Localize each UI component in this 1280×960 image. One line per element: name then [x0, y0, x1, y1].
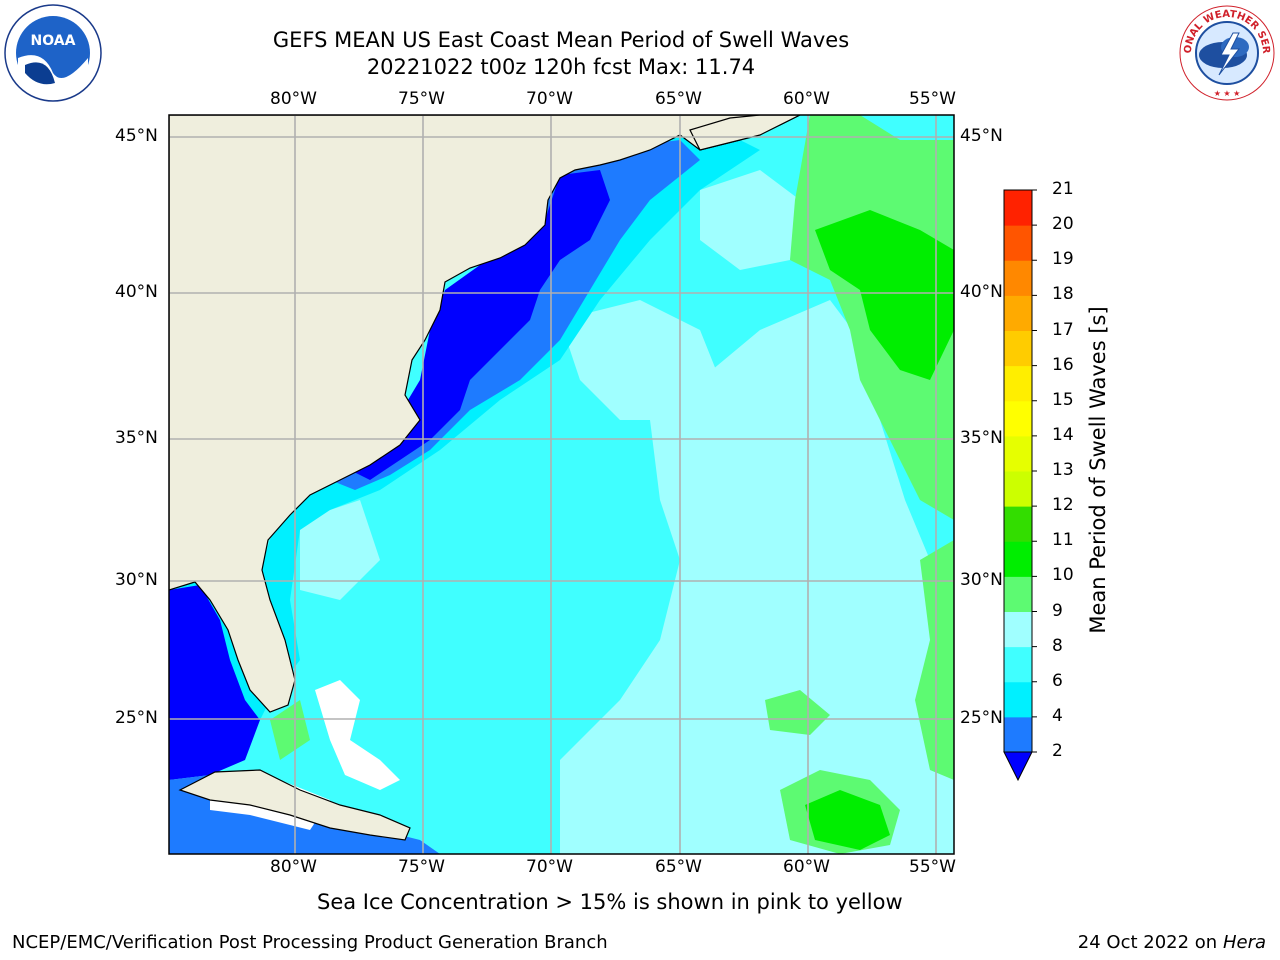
lat-label-left-25n: 25°N — [115, 708, 158, 728]
colorbar-segment — [1004, 330, 1032, 367]
lon-label-top-60w: 60°W — [783, 89, 830, 109]
colorbar-tick-label: 17 — [1052, 319, 1074, 340]
colorbar-tick-label: 14 — [1052, 424, 1074, 445]
lat-label-left-45n: 45°N — [115, 126, 158, 146]
colorbar-tick-label: 18 — [1052, 284, 1074, 305]
map-frame — [168, 114, 955, 855]
region-2-4-shelf — [350, 170, 610, 480]
colorbar-segment — [1004, 506, 1032, 542]
sea-ice-note: Sea Ice Concentration > 15% is shown in … — [317, 890, 903, 914]
colorbar-segment — [1004, 190, 1032, 226]
colorbar-tick-label: 16 — [1052, 354, 1074, 375]
region-2-4-gulf — [169, 585, 260, 780]
lon-label-top-55w: 55°W — [909, 89, 956, 109]
colorbar-tick-label: 2 — [1052, 741, 1063, 761]
colorbar-segment — [1004, 365, 1032, 402]
lat-label-left-30n: 30°N — [115, 570, 158, 590]
chart-subtitle: 20221022 t00z 120h fcst Max: 11.74 — [366, 55, 756, 79]
chart-title: GEFS MEAN US East Coast Mean Period of S… — [272, 28, 850, 52]
colorbar-tick-label: 9 — [1052, 600, 1063, 621]
nws-logo: NATIONAL WEATHER SERVICE ★ ★ ★ — [1173, 0, 1277, 103]
colorbar-segment — [1004, 541, 1032, 577]
colorbar-tick-label: 8 — [1052, 635, 1063, 656]
lat-label-right-30n: 30°N — [960, 570, 1003, 590]
issue-date: 24 Oct 2022 on Hera — [1078, 932, 1266, 953]
colorbar-title: Mean Period of Swell Waves [s] — [1086, 306, 1110, 634]
lat-label-right-40n: 40°N — [960, 282, 1003, 302]
bahamas-banks — [315, 680, 400, 790]
colorbar-segment — [1004, 471, 1032, 507]
colorbar-segment — [1004, 225, 1032, 261]
region-11-12-se — [805, 790, 890, 850]
lat-label-right-35n: 35°N — [960, 428, 1003, 448]
colorbar-tick-label: 4 — [1052, 705, 1063, 726]
colorbar-segment — [1004, 681, 1032, 718]
lon-label-top-65w: 65°W — [655, 89, 702, 109]
graticule — [169, 115, 954, 854]
issue-machine: Hera — [1222, 932, 1266, 953]
lon-label-top-70w: 70°W — [526, 89, 573, 109]
lon-label-top-80w: 80°W — [270, 89, 317, 109]
lon-label-bottom-80w: 80°W — [270, 857, 317, 877]
credit-text: NCEP/EMC/Verification Post Processing Pr… — [12, 932, 608, 953]
lon-label-bottom-70w: 70°W — [526, 857, 573, 877]
issue-date-text: 24 Oct 2022 on — [1077, 932, 1223, 953]
colorbar-segment — [1004, 576, 1032, 612]
map-area — [169, 115, 954, 854]
colorbar-tick-label: 6 — [1052, 670, 1063, 691]
land-north-america — [169, 115, 801, 713]
colorbar-segment — [1004, 400, 1032, 437]
svg-text:★ ★ ★: ★ ★ ★ — [1214, 89, 1241, 98]
colorbar-segment — [1004, 611, 1032, 648]
colorbar-tick-label: 10 — [1052, 565, 1074, 586]
lat-label-left-40n: 40°N — [115, 282, 158, 302]
noaa-logo: NOAA — [3, 3, 103, 103]
colorbar-under-arrow — [1003, 751, 1033, 782]
colorbar-tick-label: 12 — [1052, 495, 1074, 516]
colorbar-segment — [1004, 716, 1032, 753]
land-nova-scotia — [689, 115, 801, 151]
lat-label-right-25n: 25°N — [960, 708, 1003, 728]
lon-label-top-75w: 75°W — [398, 89, 445, 109]
colorbar-tick-label: 13 — [1052, 460, 1074, 480]
colorbar-segment — [1004, 646, 1032, 683]
lon-label-bottom-55w: 55°W — [909, 857, 956, 877]
region-9-10-north — [700, 170, 800, 270]
lon-label-bottom-60w: 60°W — [783, 857, 830, 877]
colorbar-tick-label: 20 — [1052, 214, 1074, 235]
colorbar-tick-label: 21 — [1052, 179, 1074, 199]
region-10-11-s — [765, 690, 830, 735]
lat-label-left-35n: 35°N — [115, 428, 158, 448]
region-9-10-west — [300, 500, 380, 600]
colorbar-tick-label: 19 — [1052, 249, 1074, 270]
region-10-11-e — [915, 540, 954, 780]
lon-label-bottom-65w: 65°W — [655, 857, 702, 877]
colorbar — [1003, 189, 1037, 782]
colorbar-tick-label: 15 — [1052, 389, 1074, 410]
colorbar-tick-label: 11 — [1052, 530, 1074, 551]
lon-label-bottom-75w: 75°W — [398, 857, 445, 877]
svg-text:NOAA: NOAA — [31, 33, 76, 49]
colorbar-segment — [1004, 295, 1032, 331]
colorbar-segment — [1004, 260, 1032, 296]
colorbar-segment — [1004, 435, 1032, 472]
region-10-11-bahamas — [270, 700, 310, 760]
lat-label-right-45n: 45°N — [960, 126, 1003, 146]
region-11-12-ne — [815, 210, 954, 380]
